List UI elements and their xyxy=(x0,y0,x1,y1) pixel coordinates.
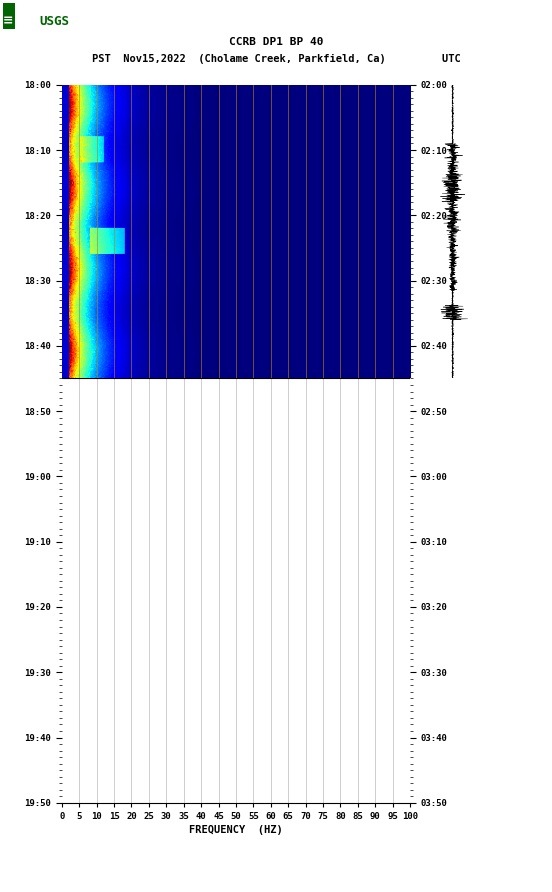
Text: CCRB DP1 BP 40: CCRB DP1 BP 40 xyxy=(229,37,323,47)
Text: USGS: USGS xyxy=(39,15,69,28)
Text: ≡: ≡ xyxy=(3,15,13,28)
Bar xyxy=(3,3,15,29)
X-axis label: FREQUENCY  (HZ): FREQUENCY (HZ) xyxy=(189,825,283,835)
Text: PST  Nov15,2022  (Cholame Creek, Parkfield, Ca)         UTC: PST Nov15,2022 (Cholame Creek, Parkfield… xyxy=(92,54,460,63)
Bar xyxy=(62,85,410,378)
